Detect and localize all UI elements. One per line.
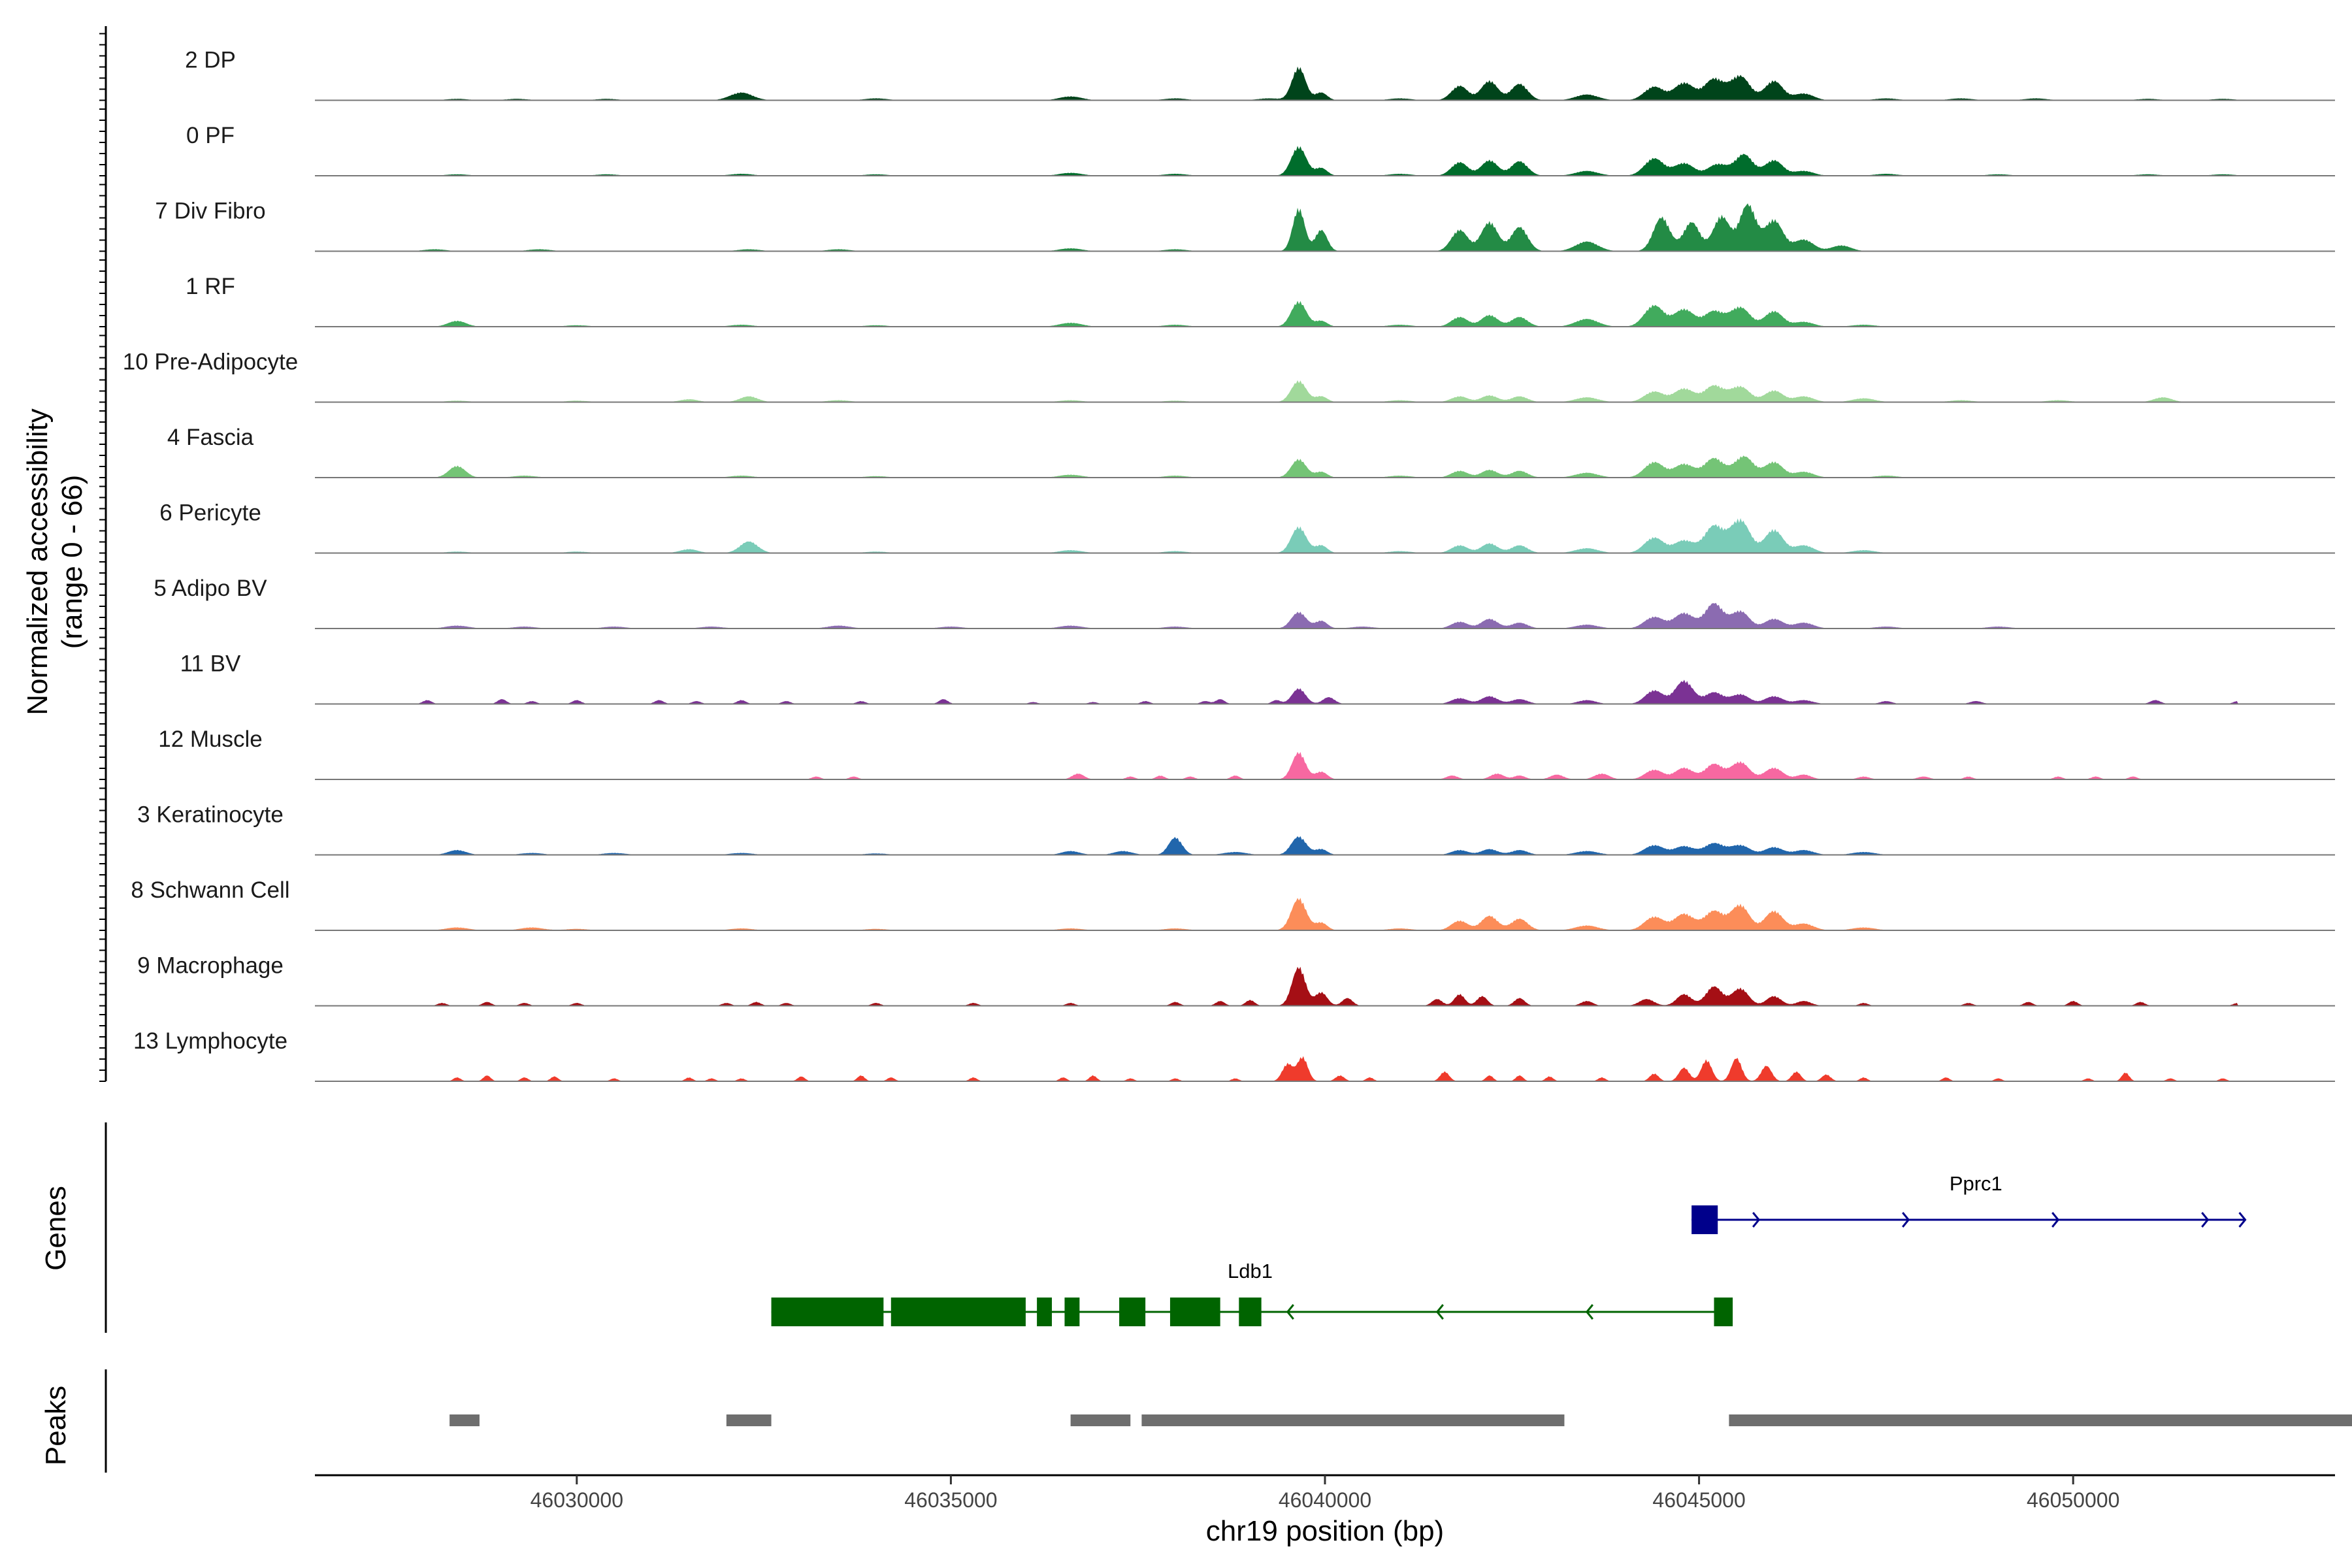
coverage-area-10-pre-adipocyte xyxy=(315,380,2335,402)
track-6-pericyte: 6 Pericyte xyxy=(159,500,2335,554)
track-1-rf: 1 RF xyxy=(186,274,2335,327)
x-tick-label: 46050000 xyxy=(2027,1488,2119,1512)
strand-arrow xyxy=(1902,1212,1910,1228)
x-axis-title: chr19 position (bp) xyxy=(1206,1515,1444,1547)
x-axis: 46030000 46035000 46040000 46045000 46050000 xyxy=(315,1474,2335,1512)
track-2-dp: 2 DP xyxy=(185,48,2335,101)
tracks-layer: 2 DP 0 PF 7 Div Fibro 1 RF 10 Pre-Adipocyte 4… xyxy=(123,48,2335,1082)
track-label-7-div-fibro: 7 Div Fibro xyxy=(155,199,265,224)
track-4-fascia: 4 Fascia xyxy=(167,425,2335,478)
x-tick-label: 46035000 xyxy=(904,1488,997,1512)
track-label-2-dp: 2 DP xyxy=(185,48,236,73)
coverage-area-9-macrophage xyxy=(315,966,2335,1006)
track-label-6-pericyte: 6 Pericyte xyxy=(159,500,261,526)
track-11-bv: 11 BV xyxy=(180,651,2335,705)
exon xyxy=(1119,1298,1146,1326)
strand-arrow xyxy=(2238,1212,2247,1228)
track-label-11-bv: 11 BV xyxy=(180,651,241,677)
track-label-12-muscle: 12 Muscle xyxy=(158,727,263,752)
gene-label-ldb1: Ldb1 xyxy=(1228,1260,1273,1282)
gene-pprc1: Pprc1 xyxy=(1691,1172,2247,1234)
coverage-area-3-keratinocyte xyxy=(315,836,2335,855)
exon xyxy=(890,1298,1026,1326)
coverage-area-13-lymphocyte xyxy=(315,1056,2335,1081)
strand-arrow xyxy=(1435,1304,1444,1320)
exon xyxy=(1037,1298,1053,1326)
peak-region xyxy=(1141,1414,1565,1426)
exon xyxy=(771,1298,884,1326)
strand-arrow xyxy=(1585,1304,1593,1320)
peak-region xyxy=(449,1414,480,1426)
y-axis-range-label: (range 0 - 66) xyxy=(56,475,88,649)
exon xyxy=(1169,1298,1220,1326)
strand-arrow xyxy=(2051,1212,2060,1228)
track-10-pre-adipocyte: 10 Pre-Adipocyte xyxy=(123,350,2335,403)
strand-arrow xyxy=(1286,1304,1294,1320)
coverage-area-2-dp xyxy=(315,66,2335,101)
coverage-area-7-div-fibro xyxy=(315,203,2335,252)
exon xyxy=(1714,1298,1733,1326)
x-tick-label: 46045000 xyxy=(1652,1488,1745,1512)
exon xyxy=(1691,1205,1718,1234)
track-0-pf: 0 PF xyxy=(186,123,2335,176)
y-axis-title: Normalized accessibility xyxy=(22,408,54,715)
coverage-area-11-bv xyxy=(315,679,2335,704)
track-3-keratinocyte: 3 Keratinocyte xyxy=(137,802,2335,856)
track-label-10-pre-adipocyte: 10 Pre-Adipocyte xyxy=(123,350,298,375)
coverage-area-4-fascia xyxy=(315,455,2335,478)
coverage-area-0-pf xyxy=(315,146,2335,176)
track-5-adipo-bv: 5 Adipo BV xyxy=(154,576,2335,629)
y-axis xyxy=(99,26,107,1082)
track-label-1-rf: 1 RF xyxy=(186,274,235,299)
strand-arrow xyxy=(1752,1212,1761,1228)
coverage-area-5-adipo-bv xyxy=(315,602,2335,629)
track-label-8-schwann-cell: 8 Schwann Cell xyxy=(131,877,289,903)
track-label-4-fascia: 4 Fascia xyxy=(167,425,254,450)
strand-arrow xyxy=(2201,1212,2210,1228)
track-label-3-keratinocyte: 3 Keratinocyte xyxy=(137,802,284,828)
track-label-9-macrophage: 9 Macrophage xyxy=(137,953,284,979)
coverage-area-6-pericyte xyxy=(315,518,2335,553)
exon xyxy=(1064,1298,1080,1326)
track-8-schwann-cell: 8 Schwann Cell xyxy=(131,877,2335,931)
coverage-area-8-schwann-cell xyxy=(315,898,2335,930)
track-13-lymphocyte: 13 Lymphocyte xyxy=(133,1028,2335,1082)
x-tick-label: 46030000 xyxy=(531,1488,623,1512)
peak-region xyxy=(1070,1414,1131,1426)
peaks-panel xyxy=(105,1369,2352,1473)
coverage-area-1-rf xyxy=(315,301,2335,327)
track-12-muscle: 12 Muscle xyxy=(158,727,2335,780)
gene-label-pprc1: Pprc1 xyxy=(1950,1172,2002,1195)
track-label-13-lymphocyte: 13 Lymphocyte xyxy=(133,1028,287,1054)
peak-region xyxy=(1729,1414,2352,1426)
coverage-area-12-muscle xyxy=(315,751,2335,779)
track-9-macrophage: 9 Macrophage xyxy=(137,953,2335,1007)
exon xyxy=(1239,1298,1262,1326)
peaks-panel-title: Peaks xyxy=(40,1386,72,1465)
gene-ldb1: Ldb1 xyxy=(771,1260,1733,1326)
track-label-5-adipo-bv: 5 Adipo BV xyxy=(154,576,267,601)
track-label-0-pf: 0 PF xyxy=(186,123,235,148)
genes-panel-title: Genes xyxy=(40,1186,72,1271)
track-7-div-fibro: 7 Div Fibro xyxy=(155,199,2335,252)
peak-region xyxy=(726,1414,772,1426)
x-tick-label: 46040000 xyxy=(1279,1488,1371,1512)
genes-panel: Pprc1 Ldb1 xyxy=(105,1122,2247,1333)
